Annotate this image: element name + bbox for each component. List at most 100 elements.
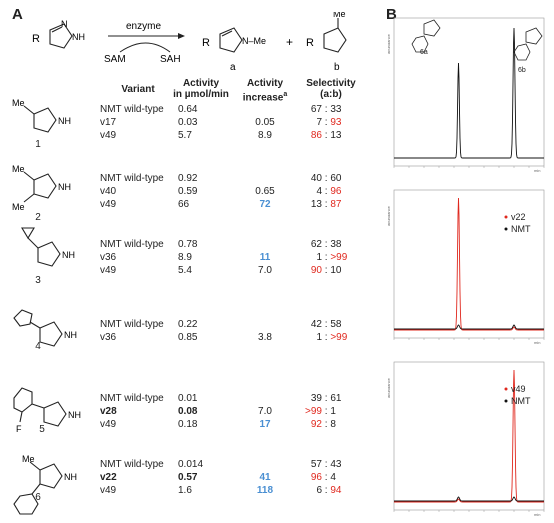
cell-selectivity: 67 : 33 bbox=[298, 103, 368, 116]
substrate-pyrazole bbox=[49, 23, 73, 49]
selectivity-a: 92 bbox=[310, 419, 322, 430]
compound-2-structure bbox=[23, 171, 57, 203]
cell-variant: NMT wild-type bbox=[100, 319, 164, 330]
compound-number: 6 bbox=[35, 492, 41, 503]
selectivity-b: 10 bbox=[330, 265, 342, 276]
selectivity-b: 38 bbox=[330, 239, 342, 250]
header-selectivity-line2: (a:b) bbox=[320, 89, 342, 100]
selectivity-separator: : bbox=[322, 186, 331, 197]
cell-activity: 0.57 bbox=[178, 472, 198, 483]
cell-variant: v49 bbox=[100, 199, 117, 210]
compound-number: 4 bbox=[35, 341, 41, 352]
cell-selectivity: 13 : 87 bbox=[298, 198, 368, 211]
selectivity-b: 33 bbox=[330, 104, 342, 115]
header-activity: Activity in µmol/min bbox=[170, 78, 232, 100]
selectivity-a: 57 bbox=[310, 459, 322, 470]
selectivity-b: 8 bbox=[330, 419, 336, 430]
selectivity-separator: : bbox=[322, 472, 331, 483]
cell-variant: NMT wild-type bbox=[100, 459, 164, 470]
cell-variant: NMT wild-type bbox=[100, 393, 164, 404]
chromatogram-ylabel: abundance bbox=[388, 33, 391, 54]
cell-variant: NMT wild-type bbox=[100, 173, 164, 184]
selectivity-separator: : bbox=[322, 459, 331, 470]
compound-structures: F NH Me NH Me Me NH NH NH NH Me bbox=[12, 98, 81, 515]
cell-selectivity: 92 : 8 bbox=[298, 418, 368, 431]
cell-selectivity: 40 : 60 bbox=[298, 172, 368, 185]
cell-selectivity: 7 : 93 bbox=[298, 116, 368, 129]
selectivity-b: >99 bbox=[330, 252, 348, 263]
chromatogram-trace-variant bbox=[394, 197, 544, 331]
cell-activity-increase: 7.0 bbox=[258, 406, 272, 417]
scheme-plus: + bbox=[286, 35, 293, 49]
cell-selectivity: 42 : 58 bbox=[298, 318, 368, 331]
cell-activity-increase: 0.05 bbox=[255, 117, 275, 128]
product-b-pyrazole bbox=[323, 18, 347, 53]
cell-activity-increase: 11 bbox=[259, 252, 271, 263]
cell-activity: 0.22 bbox=[178, 319, 198, 330]
selectivity-a: 39 bbox=[310, 393, 322, 404]
compound-6-nh: NH bbox=[64, 472, 77, 482]
scheme-label-b: b bbox=[334, 62, 340, 73]
selectivity-a: 86 bbox=[310, 130, 322, 141]
scheme-enzyme: enzyme bbox=[126, 21, 161, 32]
product-a-pyrazole bbox=[219, 27, 243, 53]
selectivity-a: 42 bbox=[310, 319, 322, 330]
selectivity-separator: : bbox=[322, 104, 331, 115]
scheme-r-left: R bbox=[32, 33, 40, 45]
cell-activity: 8.9 bbox=[178, 252, 192, 263]
cell-variant: v49 bbox=[100, 419, 117, 430]
header-increase: Activity increasea bbox=[238, 78, 292, 103]
selectivity-a: 67 bbox=[310, 104, 322, 115]
cell-activity: 5.7 bbox=[178, 130, 192, 141]
selectivity-a: 40 bbox=[310, 173, 322, 184]
cell-selectivity: 57 : 43 bbox=[298, 458, 368, 471]
compound-1-structure bbox=[23, 105, 57, 133]
compound-number: 1 bbox=[35, 139, 41, 150]
structure-6b-phenyl-icon bbox=[513, 43, 531, 61]
selectivity-a: >99 bbox=[305, 406, 322, 417]
cell-selectivity: 1 : >99 bbox=[298, 251, 368, 264]
legend-marker bbox=[504, 227, 508, 231]
compound-number: 3 bbox=[35, 275, 41, 286]
cell-variant: NMT wild-type bbox=[100, 239, 164, 250]
cell-selectivity: 86 : 13 bbox=[298, 129, 368, 142]
chromatogram-trace-variant bbox=[394, 369, 544, 503]
compound-number: 5 bbox=[39, 424, 45, 435]
scheme-r-product-b: R bbox=[306, 37, 314, 49]
header-selectivity-line1: Selectivity bbox=[306, 78, 356, 89]
selectivity-separator: : bbox=[322, 406, 331, 417]
compound-6-structure bbox=[13, 461, 63, 515]
selectivity-b: 4 bbox=[330, 472, 336, 483]
compound-5-structure bbox=[13, 387, 67, 427]
scheme-nme: N–Me bbox=[242, 36, 266, 46]
cell-activity: 0.014 bbox=[178, 459, 204, 470]
selectivity-b: 60 bbox=[330, 173, 342, 184]
header-increase-sup: a bbox=[283, 91, 288, 98]
cell-variant: v40 bbox=[100, 186, 117, 197]
compound-2-me2: Me bbox=[12, 202, 25, 212]
cell-activity: 0.03 bbox=[178, 117, 198, 128]
compound-3-nh: NH bbox=[62, 250, 75, 260]
selectivity-b: 61 bbox=[330, 393, 342, 404]
chromatogram-ylabel: abundance bbox=[388, 205, 391, 226]
header-activity-line1: Activity bbox=[182, 78, 220, 89]
cell-activity: 0.18 bbox=[178, 419, 198, 430]
compound-5-substituent: F bbox=[16, 424, 22, 434]
legend-label: NMT bbox=[511, 396, 531, 406]
scheme-label-a: a bbox=[230, 62, 236, 73]
cell-selectivity: >99 : 1 bbox=[298, 405, 368, 418]
compound-4-structure bbox=[13, 309, 63, 347]
compound-6-me: Me bbox=[22, 454, 35, 464]
header-variant: Variant bbox=[110, 84, 166, 95]
cell-activity: 5.4 bbox=[178, 265, 192, 276]
arrow-head-icon bbox=[178, 33, 185, 39]
cell-activity: 66 bbox=[178, 199, 190, 210]
chromatogram-xunit: min bbox=[534, 340, 540, 345]
legend-marker bbox=[504, 387, 508, 391]
cell-selectivity: 6 : 94 bbox=[298, 484, 368, 497]
cell-activity-increase: 8.9 bbox=[258, 130, 272, 141]
header-variant-text: Variant bbox=[121, 84, 155, 95]
selectivity-separator: : bbox=[322, 332, 331, 343]
cell-variant: v36 bbox=[100, 332, 117, 343]
chromatogram-frame bbox=[393, 17, 545, 167]
